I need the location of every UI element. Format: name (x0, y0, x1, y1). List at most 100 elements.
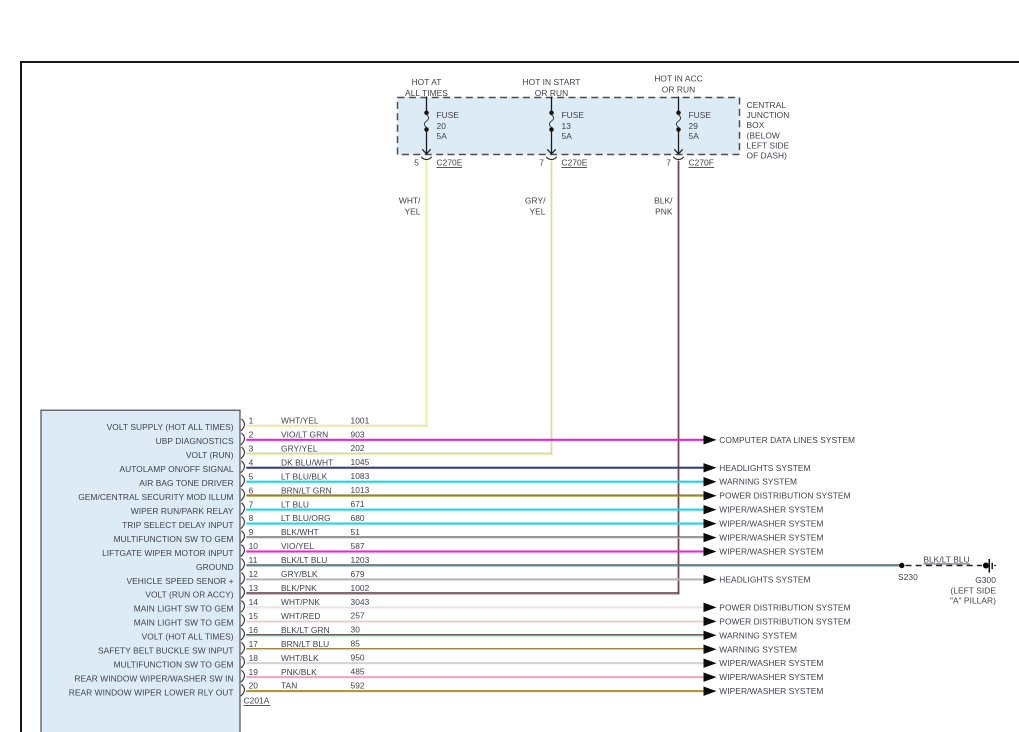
svg-text:VEHICLE SPEED SENOR +: VEHICLE SPEED SENOR + (126, 576, 233, 586)
svg-text:1045: 1045 (351, 457, 370, 467)
svg-text:19: 19 (249, 667, 259, 677)
svg-text:1: 1 (249, 416, 254, 426)
svg-text:OR RUN: OR RUN (535, 88, 568, 98)
svg-text:29: 29 (689, 121, 699, 131)
svg-text:85: 85 (351, 639, 361, 649)
svg-text:1001: 1001 (351, 415, 370, 425)
svg-text:VOLT (RUN OR ACCY): VOLT (RUN OR ACCY) (145, 590, 233, 600)
svg-text:ALL TIMES: ALL TIMES (405, 88, 448, 98)
svg-text:WIPER/WASHER SYSTEM: WIPER/WASHER SYSTEM (719, 533, 823, 543)
svg-text:1002: 1002 (351, 583, 370, 593)
svg-text:HEADLIGHTS SYSTEM: HEADLIGHTS SYSTEM (719, 574, 810, 584)
svg-text:WIPER/WASHER SYSTEM: WIPER/WASHER SYSTEM (719, 505, 823, 515)
svg-text:HOT AT: HOT AT (412, 77, 442, 87)
svg-text:POWER DISTRIBUTION SYSTEM: POWER DISTRIBUTION SYSTEM (719, 602, 850, 612)
svg-text:5A: 5A (689, 131, 700, 141)
svg-text:7: 7 (539, 158, 544, 168)
svg-text:30: 30 (351, 625, 361, 635)
svg-text:HEADLIGHTS SYSTEM: HEADLIGHTS SYSTEM (719, 463, 810, 473)
svg-text:C270E: C270E (437, 158, 463, 168)
svg-text:10: 10 (249, 541, 259, 551)
svg-text:MAIN LIGHT SW TO GEM: MAIN LIGHT SW TO GEM (134, 618, 234, 628)
svg-text:257: 257 (351, 611, 365, 621)
svg-text:"A" PILLAR): "A" PILLAR) (950, 596, 996, 606)
svg-text:WARNING SYSTEM: WARNING SYSTEM (719, 644, 797, 654)
svg-text:5A: 5A (437, 131, 448, 141)
svg-text:BRN/LT GRN: BRN/LT GRN (281, 485, 332, 495)
svg-text:680: 680 (351, 513, 365, 523)
svg-text:SAFETY BELT BUCKLE SW INPUT: SAFETY BELT BUCKLE SW INPUT (98, 646, 234, 656)
svg-text:13: 13 (249, 583, 259, 593)
svg-text:BLK/: BLK/ (654, 196, 673, 206)
svg-text:14: 14 (249, 597, 259, 607)
svg-text:COMPUTER DATA LINES SYSTEM: COMPUTER DATA LINES SYSTEM (719, 435, 855, 445)
svg-text:VIO/YEL: VIO/YEL (281, 541, 314, 551)
svg-text:202: 202 (351, 443, 365, 453)
svg-text:4: 4 (249, 457, 254, 467)
svg-text:5: 5 (414, 158, 419, 168)
svg-text:LIFTGATE WIPER MOTOR INPUT: LIFTGATE WIPER MOTOR INPUT (102, 548, 234, 558)
svg-text:WARNING SYSTEM: WARNING SYSTEM (719, 630, 797, 640)
svg-text:VOLT (RUN): VOLT (RUN) (186, 450, 234, 460)
svg-text:WIPER/WASHER SYSTEM: WIPER/WASHER SYSTEM (719, 658, 823, 668)
svg-text:VIO/LT GRN: VIO/LT GRN (281, 429, 328, 439)
svg-text:GRY/: GRY/ (525, 196, 546, 206)
svg-text:POWER DISTRIBUTION SYSTEM: POWER DISTRIBUTION SYSTEM (719, 616, 850, 626)
svg-text:(LEFT SIDE: (LEFT SIDE (950, 585, 996, 595)
svg-text:3: 3 (249, 443, 254, 453)
svg-text:12: 12 (249, 569, 259, 579)
svg-text:LT BLU: LT BLU (281, 499, 309, 509)
svg-text:UBP DIAGNOSTICS: UBP DIAGNOSTICS (156, 436, 234, 446)
svg-text:VOLT SUPPLY (HOT ALL TIMES): VOLT SUPPLY (HOT ALL TIMES) (107, 422, 234, 432)
svg-text:REAR WINDOW WIPER/WASHER SW IN: REAR WINDOW WIPER/WASHER SW IN (74, 673, 233, 683)
svg-text:WIPER/WASHER SYSTEM: WIPER/WASHER SYSTEM (719, 672, 823, 682)
svg-text:WHT/: WHT/ (399, 196, 421, 206)
svg-text:587: 587 (351, 541, 365, 551)
svg-text:WIPER/WASHER SYSTEM: WIPER/WASHER SYSTEM (719, 519, 823, 529)
svg-text:OR RUN: OR RUN (662, 84, 695, 94)
svg-text:3043: 3043 (351, 597, 370, 607)
svg-text:20: 20 (249, 681, 259, 691)
svg-text:(BELOW: (BELOW (747, 130, 780, 140)
svg-text:8: 8 (249, 513, 254, 523)
svg-text:HOT IN ACC: HOT IN ACC (654, 74, 702, 84)
svg-text:YEL: YEL (529, 206, 545, 216)
svg-text:C201A: C201A (244, 695, 270, 705)
svg-text:POWER DISTRIBUTION SYSTEM: POWER DISTRIBUTION SYSTEM (719, 491, 850, 501)
svg-text:5A: 5A (562, 131, 573, 141)
svg-text:PNK: PNK (655, 206, 673, 216)
svg-text:20: 20 (437, 121, 447, 131)
svg-text:AUTOLAMP ON/OFF SIGNAL: AUTOLAMP ON/OFF SIGNAL (119, 464, 233, 474)
svg-text:HOT IN START: HOT IN START (523, 77, 581, 87)
svg-text:LT BLU/BLK: LT BLU/BLK (281, 471, 328, 481)
svg-text:JUNCTION: JUNCTION (747, 110, 790, 120)
svg-text:WIPER/WASHER SYSTEM: WIPER/WASHER SYSTEM (719, 547, 823, 557)
svg-text:FUSE: FUSE (689, 110, 712, 120)
svg-text:C270E: C270E (562, 158, 588, 168)
svg-text:GRY/YEL: GRY/YEL (281, 443, 318, 453)
svg-text:903: 903 (351, 429, 365, 439)
svg-text:TRIP SELECT DELAY INPUT: TRIP SELECT DELAY INPUT (122, 520, 234, 530)
svg-text:TAN: TAN (281, 681, 297, 691)
svg-text:7: 7 (249, 499, 254, 509)
svg-text:DK BLU/WHT: DK BLU/WHT (281, 457, 333, 467)
svg-text:BLK/PNK: BLK/PNK (281, 583, 317, 593)
svg-text:FUSE: FUSE (437, 110, 460, 120)
svg-text:17: 17 (249, 639, 259, 649)
svg-text:MULTIFUNCTION SW TO GEM: MULTIFUNCTION SW TO GEM (114, 534, 234, 544)
svg-text:CENTRAL: CENTRAL (747, 100, 787, 110)
svg-text:BLK/LT BLU: BLK/LT BLU (281, 555, 327, 565)
svg-text:51: 51 (351, 527, 361, 537)
svg-text:GEM/CENTRAL SECURITY MOD ILLUM: GEM/CENTRAL SECURITY MOD ILLUM (78, 492, 233, 502)
svg-text:18: 18 (249, 653, 259, 663)
svg-text:WIPER RUN/PARK RELAY: WIPER RUN/PARK RELAY (131, 506, 234, 516)
svg-text:WIPER/WASHER SYSTEM: WIPER/WASHER SYSTEM (719, 686, 823, 696)
svg-text:AIR BAG TONE DRIVER: AIR BAG TONE DRIVER (139, 478, 233, 488)
svg-text:BLK/WHT: BLK/WHT (281, 527, 319, 537)
svg-text:WHT/YEL: WHT/YEL (281, 416, 319, 426)
svg-text:YEL: YEL (404, 206, 420, 216)
svg-text:LEFT SIDE: LEFT SIDE (747, 140, 790, 150)
svg-text:MULTIFUNCTION SW TO GEM: MULTIFUNCTION SW TO GEM (114, 660, 234, 670)
svg-text:C270F: C270F (689, 158, 714, 168)
svg-text:BRN/LT BLU: BRN/LT BLU (281, 639, 329, 649)
